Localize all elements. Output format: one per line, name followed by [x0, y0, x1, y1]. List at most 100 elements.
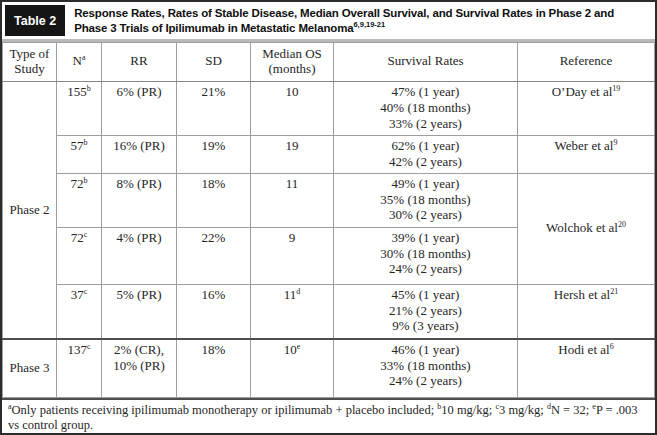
- survival-line: 9% (3 years): [336, 318, 515, 334]
- survival-rates-cell: 62% (1 year)42% (2 years): [334, 135, 518, 173]
- sd-cell: 16%: [177, 284, 251, 339]
- superscript: 21: [610, 286, 618, 295]
- os-value: 11: [284, 287, 297, 302]
- median-os-cell: 10: [251, 82, 334, 136]
- survival-line: 30% (2 years): [336, 207, 515, 223]
- table-row: 37c 5% (PR) 16% 11d 45% (1 year)21% (2 y…: [3, 284, 655, 339]
- superscript: 20: [618, 220, 626, 229]
- rr-cell: 6% (PR): [102, 82, 177, 136]
- survival-line: 47% (1 year): [336, 84, 515, 100]
- survival-rates-cell: 39% (1 year)30% (18 months)24% (2 years): [334, 227, 518, 284]
- n-cell: 37c: [57, 284, 102, 339]
- median-os-cell: 9: [251, 227, 334, 284]
- survival-line: 42% (2 years): [336, 154, 515, 170]
- reference-cell: Wolchok et al20: [518, 173, 655, 284]
- col-header-rr: RR: [102, 43, 177, 82]
- sd-cell: 18%: [177, 339, 251, 398]
- reference-text: Wolchok et al: [546, 220, 618, 235]
- rr-cell: 8% (PR): [102, 173, 177, 227]
- table-title: Response Rates, Rates of Stable Disease,…: [74, 5, 649, 36]
- superscript: 6: [610, 341, 614, 350]
- superscript: d: [296, 286, 300, 295]
- reference-text: Hodi et al: [558, 342, 609, 357]
- table-figure: Table 2 Response Rates, Rates of Stable …: [0, 0, 657, 435]
- n-value: 137: [67, 342, 87, 357]
- survival-line: 30% (18 months): [336, 246, 515, 262]
- table-row: 57b 16% (PR) 19% 19 62% (1 year)42% (2 y…: [3, 135, 655, 173]
- n-value: 72: [71, 230, 84, 245]
- median-os-cell: 10e: [251, 339, 334, 398]
- n-cell: 57b: [57, 135, 102, 173]
- reference-cell: O’Day et al19: [518, 82, 655, 136]
- median-os-cell: 11: [251, 173, 334, 227]
- n-cell: 137c: [57, 339, 102, 398]
- sd-cell: 21%: [177, 82, 251, 136]
- footnote-text: 3 mg/kg;: [499, 403, 547, 417]
- n-value: 155: [67, 84, 87, 99]
- sd-cell: 19%: [177, 135, 251, 173]
- col-header-reference: Reference: [518, 43, 655, 82]
- table-number-badge: Table 2: [5, 5, 65, 36]
- table-row: Phase 3 137c 2% (CR),10% (PR) 18% 10e 46…: [3, 339, 655, 398]
- survival-line: 39% (1 year): [336, 230, 515, 246]
- col-header-median-os: Median OS(months): [251, 43, 334, 82]
- survival-line: 33% (2 years): [336, 116, 515, 132]
- survival-line: 45% (1 year): [336, 287, 515, 303]
- rr-line: 10% (PR): [104, 358, 174, 374]
- n-value: 57: [71, 138, 84, 153]
- title-reference-superscript: 6,9,19-21: [353, 20, 385, 29]
- survival-rates-cell: 45% (1 year)21% (2 years)9% (3 years): [334, 284, 518, 339]
- survival-line: 49% (1 year): [336, 176, 515, 192]
- rr-cell: 16% (PR): [102, 135, 177, 173]
- superscript: 19: [612, 84, 620, 93]
- superscript: c: [84, 229, 88, 238]
- trial-results-table: Type of Study Na RR SD Median OS(months)…: [2, 42, 655, 397]
- footnote-text: Only patients receiving ipilimumab monot…: [12, 403, 438, 417]
- superscript: b: [84, 175, 88, 184]
- rr-cell: 4% (PR): [102, 227, 177, 284]
- footnote-symbols: aOnly patients receiving ipilimumab mono…: [8, 403, 649, 435]
- col-header-survival-rates: Survival Rates: [334, 43, 518, 82]
- sd-cell: 22%: [177, 227, 251, 284]
- col-header-n: Na: [57, 43, 102, 82]
- n-superscript: a: [82, 53, 86, 62]
- survival-line: 24% (2 years): [336, 261, 515, 277]
- table-row: Phase 2 155b 6% (PR) 21% 10 47% (1 year)…: [3, 82, 655, 136]
- n-value: 37: [71, 287, 84, 302]
- n-label: N: [73, 53, 82, 68]
- survival-line: 24% (2 years): [336, 373, 515, 389]
- table-row: 72b 8% (PR) 18% 11 49% (1 year)35% (18 m…: [3, 173, 655, 227]
- superscript: b: [84, 138, 88, 147]
- superscript: 9: [613, 138, 617, 147]
- superscript: c: [87, 341, 91, 350]
- superscript: e: [297, 341, 301, 350]
- survival-line: 46% (1 year): [336, 342, 515, 358]
- table-caption: Table 2 Response Rates, Rates of Stable …: [2, 2, 655, 42]
- median-os-line2: (months): [253, 62, 331, 77]
- rr-cell: 5% (PR): [102, 284, 177, 339]
- median-os-cell: 19: [251, 135, 334, 173]
- reference-text: Weber et al: [555, 138, 614, 153]
- reference-text: O’Day et al: [552, 84, 613, 99]
- header-row: Type of Study Na RR SD Median OS(months)…: [3, 43, 655, 82]
- col-header-sd: SD: [177, 43, 251, 82]
- survival-rates-cell: 49% (1 year)35% (18 months)30% (2 years): [334, 173, 518, 227]
- n-cell: 72b: [57, 173, 102, 227]
- phase3-cell: Phase 3: [3, 339, 57, 398]
- table-title-text: Response Rates, Rates of Stable Disease,…: [74, 7, 614, 34]
- superscript: c: [84, 286, 88, 295]
- rr-cell: 2% (CR),10% (PR): [102, 339, 177, 398]
- survival-line: 35% (18 months): [336, 192, 515, 208]
- survival-line: 33% (18 months): [336, 358, 515, 374]
- median-os-line1: Median OS: [253, 47, 331, 62]
- sd-cell: 18%: [177, 173, 251, 227]
- reference-cell: Hersh et al21: [518, 284, 655, 339]
- n-cell: 155b: [57, 82, 102, 136]
- os-value: 10: [284, 342, 297, 357]
- survival-line: 40% (18 months): [336, 100, 515, 116]
- footnotes: aOnly patients receiving ipilimumab mono…: [2, 398, 655, 435]
- col-header-type-of-study: Type of Study: [3, 43, 57, 82]
- survival-rates-cell: 47% (1 year)40% (18 months)33% (2 years): [334, 82, 518, 136]
- survival-rates-cell: 46% (1 year)33% (18 months)24% (2 years): [334, 339, 518, 398]
- n-cell: 72c: [57, 227, 102, 284]
